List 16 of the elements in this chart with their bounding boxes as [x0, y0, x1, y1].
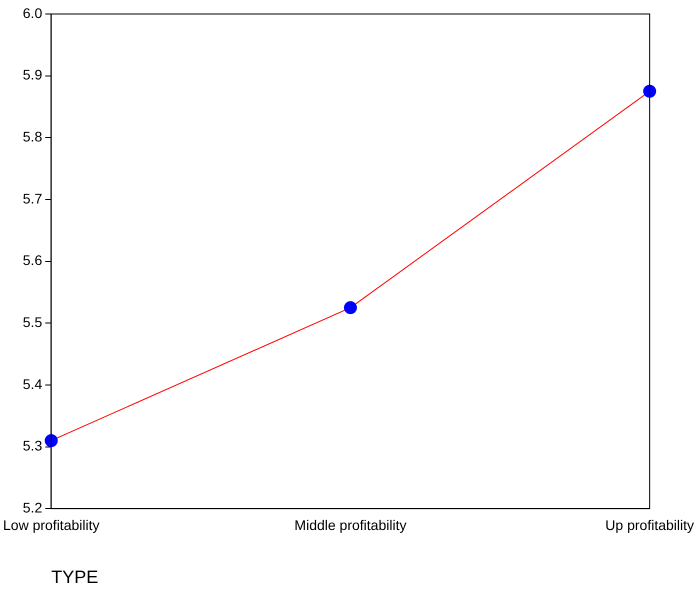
point — [643, 84, 656, 98]
point — [44, 434, 58, 448]
y-tick-label: 5.4 — [22, 376, 42, 392]
y-tick-label: 5.2 — [22, 499, 42, 516]
x-tick-label: Low profitability — [2, 516, 100, 533]
y-tick-label: 5.5 — [22, 314, 42, 330]
y-tick-label: 5.9 — [22, 66, 42, 83]
y-tick-label: 5.6 — [22, 252, 42, 268]
y-tick-label: 5.3 — [22, 438, 42, 454]
y-tick-label: 5.7 — [22, 190, 42, 206]
x-tick-label: Up profitability — [605, 516, 694, 533]
x-tick-label: Middle profitability — [294, 516, 406, 533]
y-tick-label: 6.0 — [22, 4, 42, 21]
point — [344, 301, 357, 314]
y-tick-label: 5.8 — [22, 128, 42, 145]
x-axis-title: TYPE — [51, 567, 98, 588]
